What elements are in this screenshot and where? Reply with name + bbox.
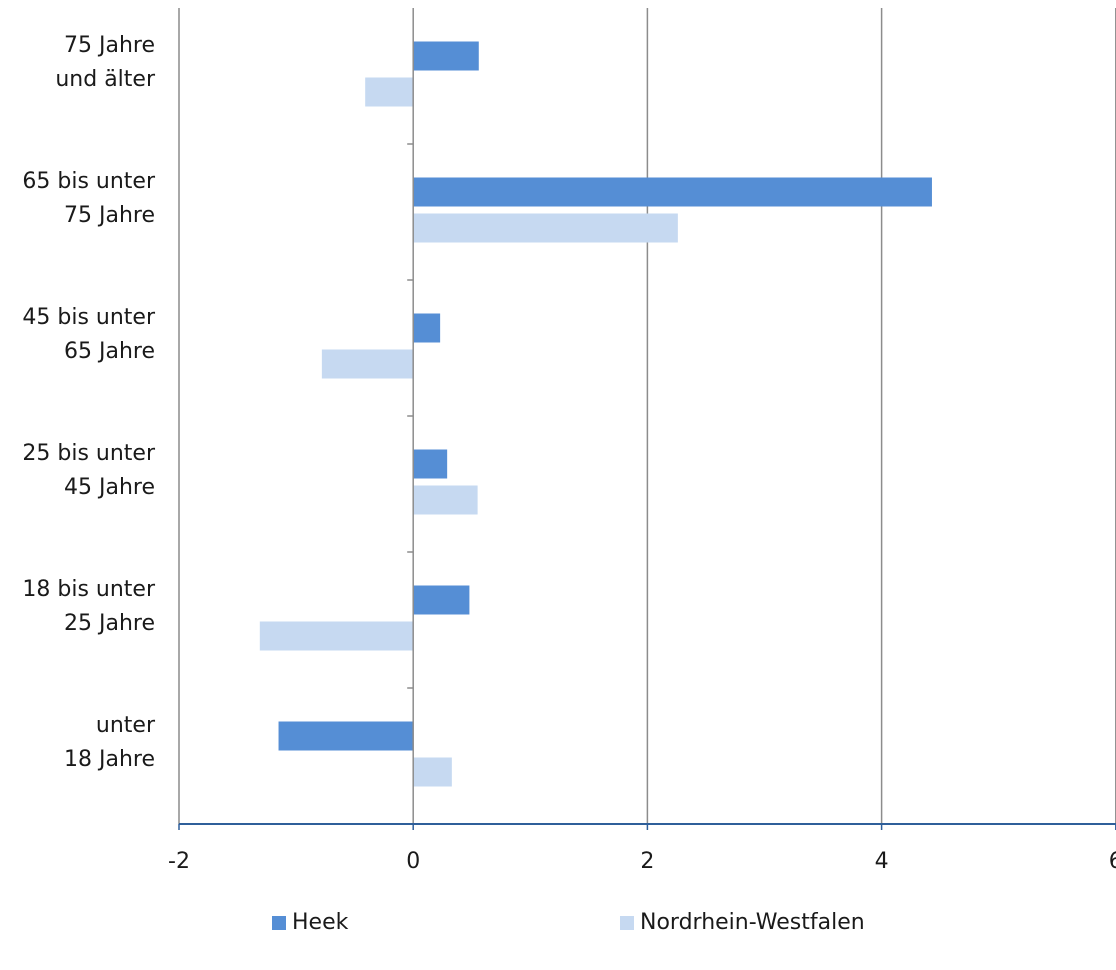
bar-nrw <box>413 213 678 243</box>
x-tick-label: -2 <box>168 849 190 874</box>
bar-heek <box>413 177 932 207</box>
bar-heek <box>413 449 448 479</box>
category-label: und älter <box>55 67 156 92</box>
bar-heek <box>278 721 414 751</box>
bar-nrw <box>259 621 414 651</box>
category-label: unter <box>96 713 156 738</box>
x-tick-label: 4 <box>875 849 889 874</box>
category-label: 75 Jahre <box>64 203 155 228</box>
legend-item-nrw: Nordrhein-Westfalen <box>620 910 865 935</box>
bar-nrw <box>413 757 452 787</box>
x-tick-label: 2 <box>640 849 654 874</box>
category-label: 18 bis unter <box>22 577 156 602</box>
bar-nrw <box>365 77 414 107</box>
bar-heek <box>413 585 470 615</box>
category-label: 65 Jahre <box>64 339 155 364</box>
category-label: 25 Jahre <box>64 611 155 636</box>
x-tick-label: 6 <box>1109 849 1116 874</box>
legend-label-nrw: Nordrhein-Westfalen <box>640 910 865 935</box>
legend-swatch-heek <box>272 915 286 930</box>
bar-heek <box>413 313 441 343</box>
category-label: 25 bis unter <box>22 441 156 466</box>
bar-heek <box>413 41 479 71</box>
bar-nrw <box>413 485 478 515</box>
category-label: 75 Jahre <box>64 33 155 58</box>
category-label: 45 Jahre <box>64 475 155 500</box>
x-tick-label: 0 <box>406 849 420 874</box>
category-label: 65 bis unter <box>22 169 156 194</box>
legend-label-heek: Heek <box>292 910 349 935</box>
bar-nrw <box>321 349 414 379</box>
category-label: 45 bis unter <box>22 305 156 330</box>
legend-swatch-nrw <box>620 915 634 930</box>
legend-item-heek: Heek <box>272 910 348 935</box>
category-label: 18 Jahre <box>64 747 155 772</box>
legend: Heek Nordrhein-Westfalen <box>0 910 1116 950</box>
